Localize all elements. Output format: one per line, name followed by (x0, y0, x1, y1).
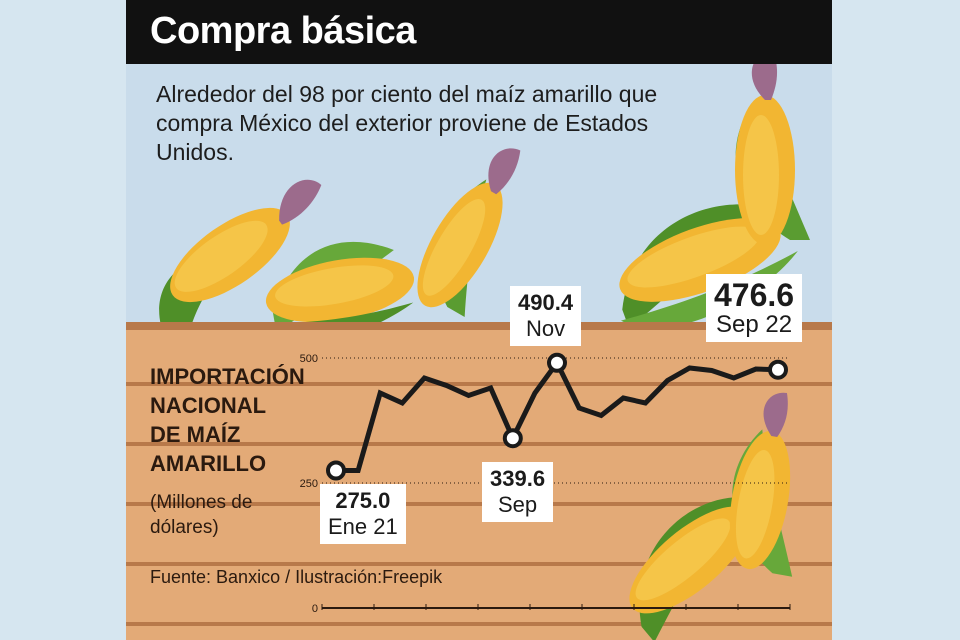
callout-label: Ene 21 (328, 514, 398, 539)
y-tick-label: 500 (300, 353, 318, 365)
unit-label-line: dólares) (150, 517, 219, 538)
wooden-crate (126, 322, 832, 640)
y-axis-label-line: NACIONAL (150, 393, 267, 418)
y-axis-label-line: AMARILLO (150, 451, 267, 476)
corn-illustration-top (159, 50, 810, 362)
callout-sep: 339.6 Sep (482, 462, 554, 522)
subtitle: Alrededor del 98 por ciento del maíz ama… (156, 81, 658, 165)
page-title: Compra básica (150, 10, 416, 52)
y-axis-label-line: DE MAÍZ (150, 422, 241, 447)
data-point (502, 428, 523, 449)
corn-illustration-bottom (629, 392, 793, 640)
unit-label: (Millones de dólares) (150, 490, 252, 540)
data-point (547, 352, 567, 373)
y-tick-label: 250 (300, 478, 318, 490)
chart-points (326, 352, 788, 481)
title-bar (126, 0, 832, 64)
data-point (326, 460, 346, 481)
callout-label: Sep (497, 492, 538, 517)
callout-value: 490.4 (518, 290, 574, 315)
chart-axes: 0 250 500 (300, 353, 791, 615)
callout-nov: 490.4 Nov (510, 286, 582, 346)
data-point (768, 359, 788, 380)
callout-value: 476.6 (714, 277, 795, 313)
callout-label: Sep 22 (716, 311, 793, 338)
callout-label: Nov (525, 316, 566, 341)
callout-value: 339.6 (490, 466, 546, 491)
callout-ene21: 275.0 Ene 21 (320, 484, 406, 544)
y-axis-label-line: IMPORTACIÓN (150, 364, 305, 389)
source-note: Fuente: Banxico / Ilustración:Freepik (150, 567, 443, 587)
callout-value: 275.0 (335, 488, 391, 513)
y-tick-label: 0 (312, 603, 318, 615)
y-axis-label: IMPORTACIÓN NACIONAL DE MAÍZ AMARILLO (150, 362, 305, 478)
callout-sep22: 476.6 Sep 22 (706, 274, 803, 342)
unit-label-line: (Millones de (150, 492, 253, 513)
